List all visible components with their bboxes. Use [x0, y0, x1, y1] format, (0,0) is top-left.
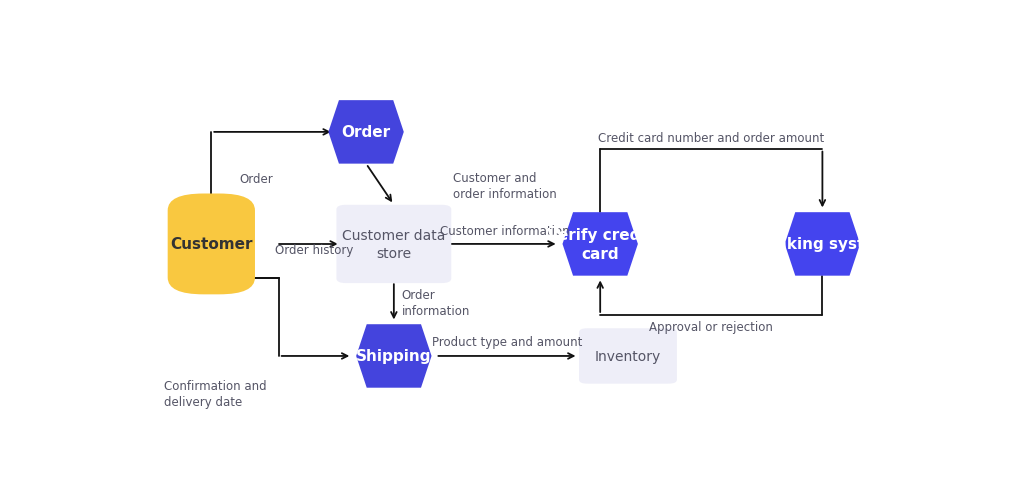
Text: Order: Order [240, 173, 272, 186]
FancyBboxPatch shape [337, 205, 452, 284]
Polygon shape [562, 213, 638, 276]
Text: Credit card number and order amount: Credit card number and order amount [598, 132, 824, 145]
Text: Customer: Customer [170, 237, 253, 252]
Text: Verify credit
card: Verify credit card [547, 227, 653, 261]
FancyBboxPatch shape [579, 329, 677, 384]
Text: Inventory: Inventory [595, 349, 662, 363]
Text: Order history: Order history [274, 243, 353, 257]
Text: Customer data
store: Customer data store [342, 229, 445, 260]
Text: Order
information: Order information [401, 288, 470, 318]
Text: Approval or rejection: Approval or rejection [649, 320, 773, 333]
Text: Shipping: Shipping [356, 349, 431, 363]
FancyBboxPatch shape [168, 194, 255, 295]
Polygon shape [356, 325, 431, 388]
Text: Customer and
order information: Customer and order information [454, 171, 557, 200]
Polygon shape [329, 101, 403, 164]
Text: Customer information: Customer information [440, 225, 569, 238]
Text: Order: Order [342, 125, 390, 140]
Text: Confirmation and
delivery date: Confirmation and delivery date [164, 379, 266, 408]
Polygon shape [784, 213, 860, 276]
Text: Banking system: Banking system [754, 237, 891, 252]
Text: Product type and amount: Product type and amount [432, 335, 582, 348]
